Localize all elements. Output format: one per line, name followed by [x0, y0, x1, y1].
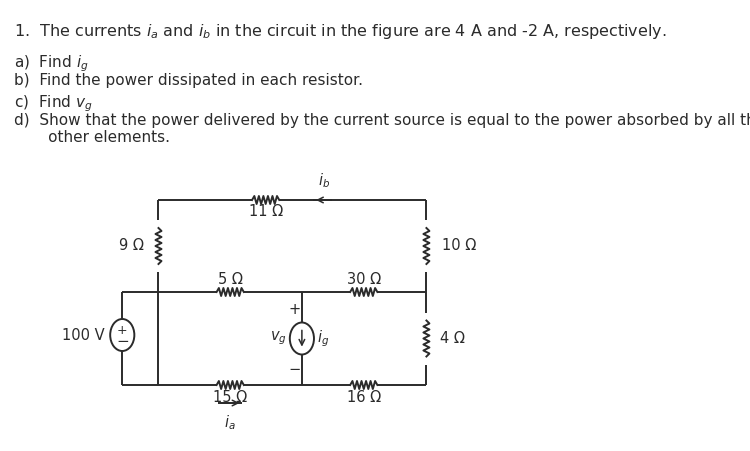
Text: 5 Ω: 5 Ω — [217, 272, 243, 287]
Text: d)  Show that the power delivered by the current source is equal to the power ab: d) Show that the power delivered by the … — [13, 113, 750, 145]
Text: −: − — [116, 333, 129, 349]
Text: −: − — [288, 362, 301, 377]
Text: 1.  The currents $i_a$ and $i_b$ in the circuit in the figure are 4 A and -2 A, : 1. The currents $i_a$ and $i_b$ in the c… — [13, 22, 666, 41]
Text: $i_b$: $i_b$ — [318, 171, 330, 190]
Text: 4 Ω: 4 Ω — [440, 331, 465, 346]
Text: $i_a$: $i_a$ — [224, 413, 236, 432]
Text: b)  Find the power dissipated in each resistor.: b) Find the power dissipated in each res… — [13, 73, 362, 88]
Text: 15 Ω: 15 Ω — [213, 390, 248, 405]
Text: 9 Ω: 9 Ω — [118, 239, 143, 253]
Text: a)  Find $i_g$: a) Find $i_g$ — [13, 53, 88, 74]
Text: $v_g$: $v_g$ — [270, 330, 286, 347]
Text: 16 Ω: 16 Ω — [346, 390, 381, 405]
Text: c)  Find $v_g$: c) Find $v_g$ — [13, 93, 92, 114]
Text: 100 V: 100 V — [62, 327, 104, 342]
Text: +: + — [117, 323, 128, 336]
Text: 10 Ω: 10 Ω — [442, 239, 476, 253]
Text: $i_g$: $i_g$ — [317, 328, 329, 349]
Text: 11 Ω: 11 Ω — [248, 204, 283, 220]
Text: +: + — [288, 302, 301, 317]
Text: 30 Ω: 30 Ω — [346, 272, 381, 287]
